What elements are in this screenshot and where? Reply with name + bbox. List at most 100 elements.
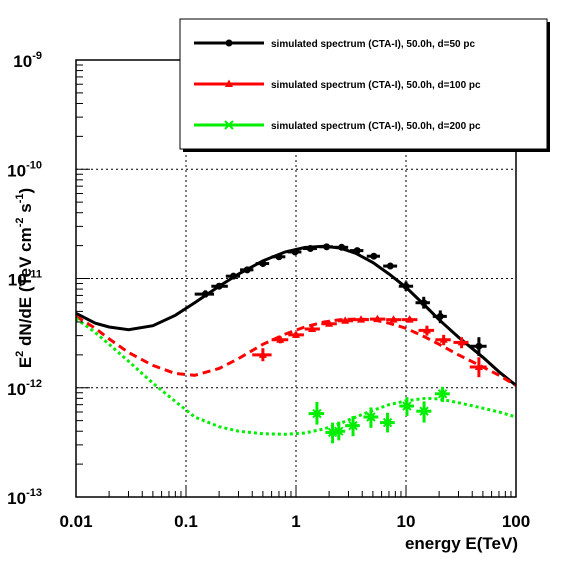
data-point xyxy=(389,315,398,323)
data-point xyxy=(436,312,444,320)
x-tick-label: 0.1 xyxy=(174,512,198,531)
data-point xyxy=(224,120,234,130)
data-point xyxy=(386,262,394,270)
error-bar xyxy=(350,247,364,255)
error-bar xyxy=(363,407,379,428)
error-bar xyxy=(416,401,432,423)
data-point xyxy=(291,248,299,256)
error-bar xyxy=(255,260,270,268)
data-point xyxy=(382,417,393,428)
error-bar xyxy=(194,290,215,298)
error-bar xyxy=(353,315,369,323)
error-bar xyxy=(287,248,302,256)
error-bar xyxy=(415,296,430,309)
model-curve xyxy=(75,315,517,387)
error-bar xyxy=(386,315,402,323)
data-point xyxy=(225,39,233,47)
data-point xyxy=(275,253,283,261)
series-layer xyxy=(75,243,517,444)
x-tick-label: 100 xyxy=(502,512,530,531)
data-point xyxy=(325,319,334,327)
error-bar xyxy=(225,272,241,280)
data-point xyxy=(308,324,317,332)
data-point xyxy=(341,316,350,324)
error-bar xyxy=(271,253,286,261)
error-bar xyxy=(304,324,320,332)
data-point xyxy=(276,335,285,343)
data-point xyxy=(474,362,483,370)
error-bar xyxy=(308,402,325,425)
series-1 xyxy=(75,314,517,387)
x-axis-label: energy E(TeV) xyxy=(405,534,518,553)
error-bar xyxy=(383,262,398,270)
data-point xyxy=(402,401,412,411)
series-0 xyxy=(75,243,517,387)
x-tick-label: 1 xyxy=(291,512,300,531)
legend-entry-0: simulated spectrum (CTA-I), 50.0h, d=50 … xyxy=(194,39,475,50)
error-bar xyxy=(252,348,272,362)
data-point xyxy=(357,315,366,323)
series-2 xyxy=(75,317,517,444)
data-point xyxy=(323,243,331,251)
data-point xyxy=(475,342,483,350)
error-bar xyxy=(240,266,254,274)
data-point xyxy=(292,330,300,338)
error-bar xyxy=(379,412,395,433)
legend: simulated spectrum (CTA-I), 50.0h, d=50 … xyxy=(179,18,550,152)
data-point xyxy=(312,408,322,419)
data-point xyxy=(402,282,410,290)
data-point xyxy=(258,350,267,358)
error-bar xyxy=(369,314,386,323)
data-point xyxy=(373,314,382,323)
data-point xyxy=(353,247,361,255)
x-tick-label: 0.01 xyxy=(59,512,92,531)
data-point xyxy=(229,272,237,280)
data-point xyxy=(338,243,346,251)
data-point xyxy=(215,282,223,290)
legend-label: simulated spectrum (CTA-I), 50.0h, d=200… xyxy=(271,121,481,132)
error-bar xyxy=(432,310,447,324)
error-bar xyxy=(402,315,418,323)
error-bar xyxy=(303,245,317,253)
error-bar xyxy=(334,243,349,251)
error-bar xyxy=(434,386,450,403)
data-point xyxy=(366,412,376,422)
error-bar xyxy=(321,319,337,327)
legend-label: simulated spectrum (CTA-I), 50.0h, d=100… xyxy=(271,80,481,91)
error-bar xyxy=(418,325,435,336)
error-bar xyxy=(288,330,304,339)
data-point xyxy=(348,420,358,431)
data-point xyxy=(457,337,466,346)
error-bar xyxy=(366,252,380,260)
legend-entry-2: simulated spectrum (CTA-I), 50.0h, d=200… xyxy=(194,120,481,132)
legend-entry-1: simulated spectrum (CTA-I), 50.0h, d=100… xyxy=(194,79,481,91)
data-point xyxy=(420,299,428,307)
data-point xyxy=(439,335,448,343)
data-point xyxy=(437,389,448,399)
error-bar xyxy=(435,334,451,346)
data-point xyxy=(422,325,431,334)
data-point xyxy=(259,260,267,268)
error-bar xyxy=(271,335,289,344)
error-bar xyxy=(331,421,346,441)
error-bar xyxy=(399,397,414,417)
error-bar xyxy=(469,357,487,378)
error-bar xyxy=(345,416,360,437)
legend-label: simulated spectrum (CTA-I), 50.0h, d=50 … xyxy=(271,39,475,50)
data-point xyxy=(243,266,251,274)
data-point xyxy=(306,245,314,253)
error-bar xyxy=(398,281,414,291)
data-point xyxy=(405,315,414,323)
model-curve xyxy=(75,244,517,387)
error-bar xyxy=(469,337,487,357)
x-tick-label: 10 xyxy=(397,512,416,531)
error-bar xyxy=(337,316,354,324)
data-point xyxy=(225,79,233,87)
error-bar xyxy=(453,337,469,349)
data-point xyxy=(334,426,344,436)
y-axis-label: E2 dN/dE (TeV cm-2 s-1) xyxy=(14,188,35,368)
data-point xyxy=(201,290,209,298)
data-point xyxy=(419,406,429,416)
error-bar xyxy=(211,282,228,290)
